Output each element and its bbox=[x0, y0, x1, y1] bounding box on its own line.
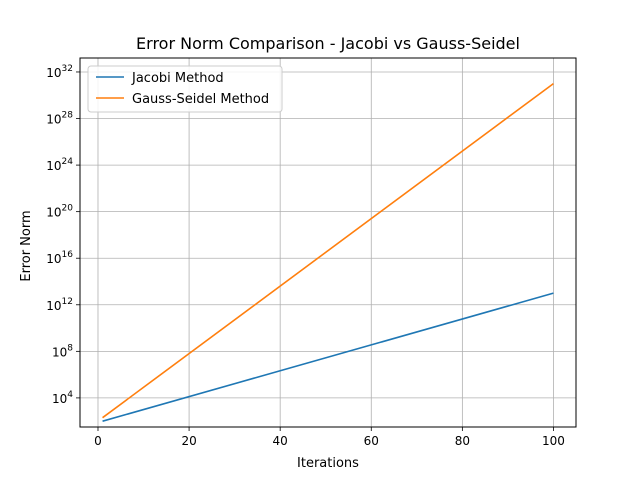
x-tick-label: 60 bbox=[364, 434, 379, 448]
y-tick-base: 10 bbox=[46, 113, 61, 127]
y-tick-base: 10 bbox=[46, 159, 61, 173]
y-axis-label: Error Norm bbox=[19, 210, 34, 281]
y-tick-exponent: 4 bbox=[67, 390, 73, 400]
x-tick-label: 80 bbox=[455, 434, 470, 448]
y-tick-exponent: 8 bbox=[67, 343, 73, 353]
x-tick-label: 40 bbox=[273, 434, 288, 448]
x-axis-label: Iterations bbox=[297, 456, 359, 471]
y-tick-label: 1028 bbox=[46, 111, 73, 127]
y-tick-label: 104 bbox=[52, 390, 73, 406]
y-tick-label: 1020 bbox=[46, 204, 73, 220]
y-tick-exponent: 32 bbox=[62, 64, 73, 74]
x-axis-ticks: 0 20 40 60 80 100 bbox=[94, 427, 565, 448]
y-tick-base: 10 bbox=[52, 392, 67, 406]
series-line bbox=[102, 292, 554, 422]
x-tick-label: 0 bbox=[94, 434, 102, 448]
x-tick-label: 100 bbox=[542, 434, 565, 448]
y-tick-exponent: 24 bbox=[62, 157, 74, 167]
y-tick-base: 10 bbox=[46, 66, 61, 80]
y-tick-exponent: 16 bbox=[62, 250, 74, 260]
y-tick-label: 1024 bbox=[46, 157, 73, 173]
series-line bbox=[102, 82, 554, 419]
y-tick-label: 1016 bbox=[46, 250, 73, 266]
y-tick-base: 10 bbox=[46, 206, 61, 220]
legend: Jacobi Method Gauss-Seidel Method bbox=[87, 65, 283, 113]
plot-frame bbox=[79, 57, 577, 428]
y-tick-label: 108 bbox=[52, 343, 73, 359]
legend-box bbox=[87, 65, 283, 113]
y-tick-base: 10 bbox=[52, 345, 67, 359]
y-tick-exponent: 12 bbox=[62, 297, 73, 307]
y-tick-label: 1032 bbox=[46, 64, 73, 80]
legend-label: Gauss-Seidel Method bbox=[132, 92, 269, 107]
y-tick-exponent: 20 bbox=[62, 204, 74, 214]
y-tick-label: 1012 bbox=[46, 297, 73, 313]
y-tick-exponent: 28 bbox=[62, 111, 74, 121]
y-tick-base: 10 bbox=[46, 299, 61, 313]
grid-lines bbox=[80, 58, 576, 427]
x-tick-label: 20 bbox=[181, 434, 196, 448]
legend-label: Jacobi Method bbox=[131, 71, 224, 86]
chart-title: Error Norm Comparison - Jacobi vs Gauss-… bbox=[136, 34, 520, 53]
series-lines bbox=[102, 82, 554, 422]
y-tick-base: 10 bbox=[46, 252, 61, 266]
